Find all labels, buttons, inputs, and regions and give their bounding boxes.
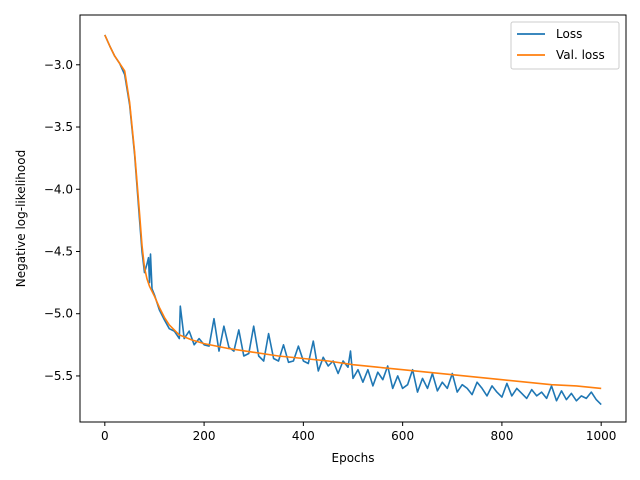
y-tick-label: −5.5 — [44, 369, 73, 383]
y-tick-label: −5.0 — [44, 307, 73, 321]
x-tick-label: 200 — [193, 429, 216, 443]
legend-label-val-loss: Val. loss — [556, 48, 605, 62]
series-layer — [104, 34, 602, 406]
x-tick-label: 0 — [101, 429, 109, 443]
x-tick-label: 1000 — [586, 429, 617, 443]
legend-label-loss: Loss — [556, 27, 582, 41]
x-tick-label: 600 — [391, 429, 414, 443]
y-tick-label: −4.0 — [44, 182, 73, 196]
y-axis-label: Negative log-likelihood — [14, 150, 28, 287]
y-tick-label: −3.0 — [44, 58, 73, 72]
x-tick-label: 400 — [292, 429, 315, 443]
legend: Loss Val. loss — [510, 21, 620, 70]
y-tick-label: −3.5 — [44, 120, 73, 134]
x-tick-label: 800 — [490, 429, 513, 443]
series-line-val-loss — [104, 34, 602, 390]
ticks-layer: 0 200 400 600 800 1000 −3.0 −3.5 −4.0 −4.5 −5.0 −5.… — [44, 58, 617, 443]
series-line-loss — [104, 34, 602, 406]
plot-frame — [79, 14, 627, 423]
y-tick-label: −4.5 — [44, 244, 73, 258]
x-axis-label: Epochs — [332, 451, 375, 465]
